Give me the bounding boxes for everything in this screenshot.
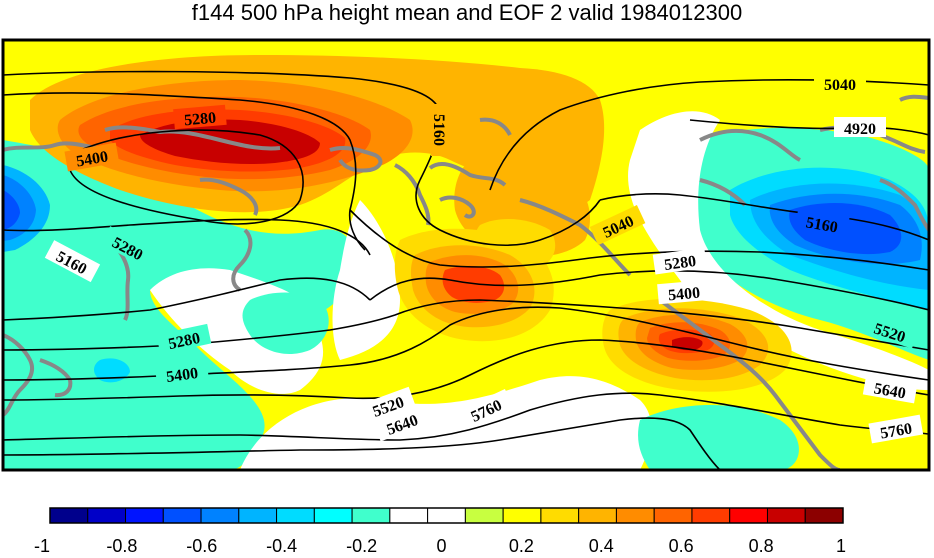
- colorbar-bin: [766, 507, 806, 524]
- colorbar-bin: [200, 507, 240, 524]
- colorbar-bin: [464, 507, 504, 524]
- colorbar-bin: [729, 507, 768, 524]
- eof-shading: [3, 40, 929, 470]
- colorbar-tick-label: 0.6: [668, 536, 694, 556]
- colorbar-tick-label: 1: [835, 536, 847, 556]
- colorbar: [49, 507, 844, 524]
- eof-neutral-region-south: [240, 376, 652, 470]
- colorbar-bin: [87, 507, 127, 524]
- colorbar-bin: [49, 507, 89, 524]
- colorbar-bin: [540, 507, 580, 524]
- colorbar-outline: [49, 507, 844, 524]
- contour-label-5400-north: 5400: [75, 148, 109, 170]
- contour-label-5760-east: 5760: [879, 420, 913, 442]
- contour-label-4920: 4920: [844, 121, 876, 138]
- colorbar-tick-label: 0.4: [588, 536, 614, 556]
- contour-label-5280-south: 5280: [167, 330, 202, 353]
- colorbar-bin: [351, 507, 391, 524]
- contour-labels: 5040 4920 5280 5400 5160 5040 5160 5280: [44, 73, 924, 444]
- colorbar-bin: [691, 507, 731, 524]
- colorbar-bin: [162, 507, 202, 524]
- contour-label-5160-vertical: 5160: [430, 114, 447, 146]
- eof-negative-region-south: [242, 292, 329, 355]
- eof-negative-region-southeast: [638, 405, 799, 470]
- colorbar-tick-label: -0.8: [106, 536, 138, 556]
- colorbar-tick-label: 0: [436, 536, 447, 556]
- colorbar-bin: [615, 507, 655, 524]
- map-title: f144 500 hPa height mean and EOF 2 valid…: [191, 0, 743, 25]
- colorbar-tick-label: -0.6: [186, 536, 218, 556]
- colorbar-bin: [502, 507, 542, 524]
- colorbar-tick-label: 0.2: [508, 536, 534, 556]
- plot-frame: [1, 38, 931, 472]
- colorbar-tick-label: 0.8: [748, 536, 774, 556]
- colorbar-bin: [653, 507, 693, 524]
- colorbar-bin: [125, 507, 164, 524]
- eof-neutral-region-center: [332, 200, 400, 360]
- contour-label-5400-south: 5400: [165, 365, 199, 386]
- colorbar-bin: [313, 507, 353, 524]
- colorbar-bin: [578, 507, 617, 524]
- colorbar-bin: [238, 507, 278, 524]
- colorbar-tick-label: -0.2: [346, 536, 378, 556]
- colorbar-bin: [389, 507, 429, 524]
- coastlines: [3, 94, 929, 470]
- colorbar-bin: [804, 507, 844, 524]
- colorbar-bin: [276, 507, 315, 524]
- contour-label-5640-east: 5640: [873, 380, 907, 402]
- colorbar-bin: [427, 507, 466, 524]
- contour-label-5280-north: 5280: [183, 110, 216, 130]
- contour-label-5160-east: 5160: [805, 214, 839, 236]
- colorbar-tick-label: -0.4: [266, 536, 298, 556]
- colorbar-tick-label: -1: [33, 536, 51, 556]
- contour-label-5280-east: 5280: [663, 253, 697, 274]
- contour-label-5040-north: 5040: [824, 77, 856, 94]
- contour-label-5400-east: 5400: [667, 285, 700, 305]
